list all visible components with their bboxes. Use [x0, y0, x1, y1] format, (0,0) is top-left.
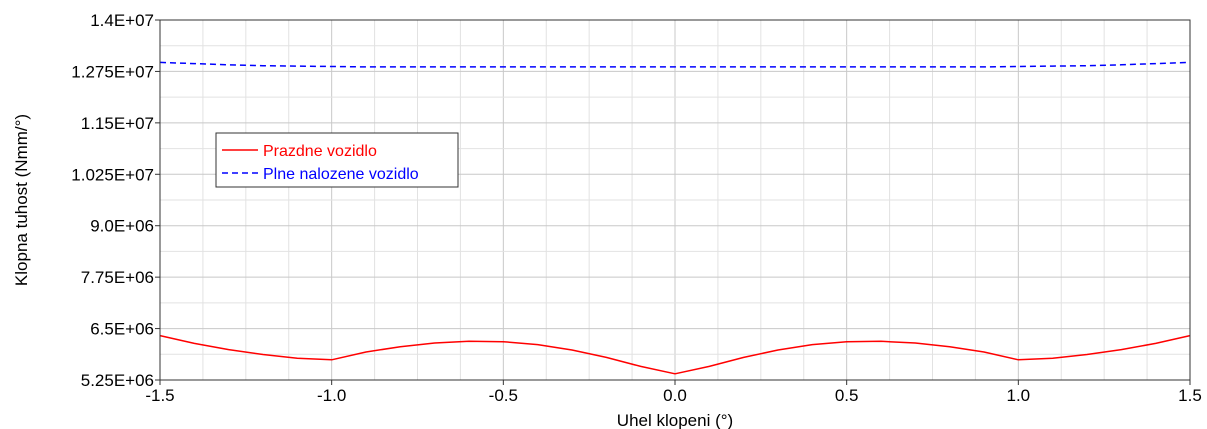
y-tick-label: 1.15E+07: [81, 114, 154, 133]
y-axis-title: Klopna tuhost (Nmm/°): [12, 114, 31, 286]
y-tick-label: 6.5E+06: [90, 320, 154, 339]
series-group: [159, 61, 1191, 375]
grid: [160, 20, 1190, 380]
x-axis-ticks: -1.5 -1.0 -0.5 0.0 0.5 1.0 1.5: [145, 380, 1202, 405]
x-tick-label: 0.5: [835, 386, 859, 405]
y-tick-label: 5.25E+06: [81, 371, 154, 390]
legend-label-plne: Plne nalozene vozidlo: [263, 166, 419, 183]
x-tick-label: 0.0: [663, 386, 687, 405]
plot-frame: [159, 19, 1191, 381]
y-tick-label: 7.75E+06: [81, 268, 154, 287]
y-axis-ticks: 5.25E+06 6.5E+06 7.75E+06 9.0E+06 1.025E+07 1…: [71, 11, 160, 390]
x-tick-label: 1.0: [1007, 386, 1031, 405]
series-line-plne-nalozene-vozidlo: [159, 61, 1191, 68]
series-line-prazdne-vozidlo: [159, 334, 1191, 375]
legend-box: [215, 132, 459, 188]
x-tick-label: 1.5: [1178, 386, 1202, 405]
x-axis-title: Uhel klopeni (°): [617, 411, 733, 429]
legend: Prazdne vozidlo Plne nalozene vozidlo: [215, 132, 459, 188]
x-tick-label: -0.5: [489, 386, 518, 405]
legend-label-prazdne: Prazdne vozidlo: [263, 143, 377, 160]
y-tick-label: 1.275E+07: [71, 62, 154, 81]
x-tick-label: -1.5: [145, 386, 174, 405]
y-tick-label: 1.025E+07: [71, 165, 154, 184]
x-tick-label: -1.0: [317, 386, 346, 405]
y-tick-label: 9.0E+06: [90, 217, 154, 236]
y-tick-label: 1.4E+07: [90, 11, 154, 30]
